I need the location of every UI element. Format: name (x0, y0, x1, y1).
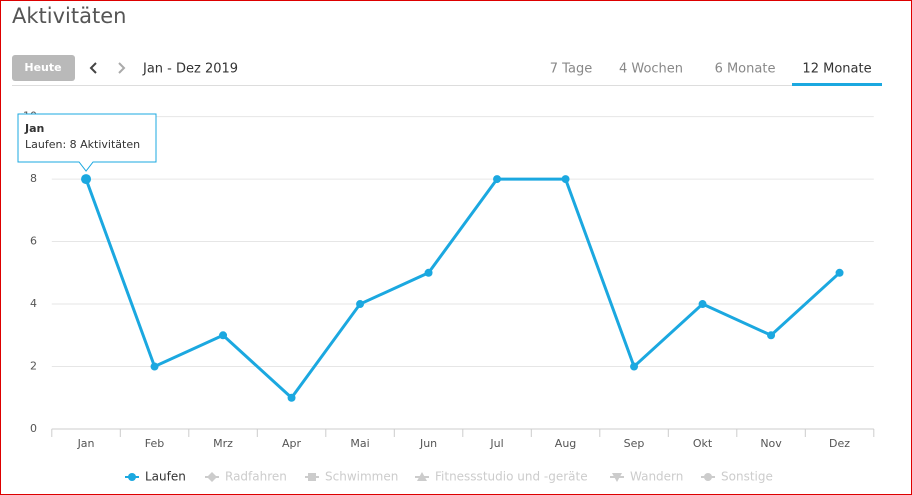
next-arrow[interactable] (118, 62, 126, 74)
data-point (835, 268, 844, 277)
data-point (287, 393, 296, 402)
data-point (424, 268, 433, 277)
legend-label[interactable]: Fitnessstudio und -geräte (435, 470, 588, 484)
y-tick-label: 4 (30, 297, 37, 310)
legend-label[interactable]: Wandern (630, 470, 683, 484)
range-tab[interactable]: 12 Monate (802, 62, 871, 77)
data-point (493, 175, 502, 184)
tooltip-title: Jan (24, 122, 44, 135)
x-tick-label: Mai (350, 437, 369, 450)
x-tick-label: Mrz (213, 437, 233, 450)
data-point (219, 331, 228, 340)
legend-marker[interactable] (612, 473, 622, 482)
range-label: Jan - Dez 2019 (142, 62, 238, 77)
legend-label[interactable]: Schwimmen (325, 470, 398, 484)
x-tick-label: Aug (555, 437, 576, 450)
page-title: Aktivitäten (12, 4, 126, 28)
active-tab-underline (792, 83, 882, 86)
prev-arrow[interactable] (89, 62, 97, 74)
x-tick-label: Feb (145, 437, 164, 450)
data-point (150, 362, 159, 371)
legend-label[interactable]: Sonstige (721, 470, 773, 484)
x-tick-label: Jun (419, 437, 437, 450)
x-tick-label: Apr (282, 437, 302, 450)
data-point (561, 175, 570, 184)
legend-marker[interactable] (207, 472, 217, 482)
y-tick-label: 6 (30, 235, 37, 248)
data-point (630, 362, 639, 371)
tooltip-box (17, 113, 157, 172)
x-tick-label: Okt (693, 437, 713, 450)
legend-marker[interactable] (704, 473, 712, 481)
legend-marker[interactable] (417, 472, 427, 481)
legend-label[interactable]: Radfahren (225, 470, 287, 484)
range-tab[interactable]: 4 Wochen (619, 62, 683, 77)
legend-marker[interactable] (308, 473, 316, 481)
x-tick-label: Jan (77, 437, 95, 450)
today-button[interactable] (12, 55, 75, 81)
y-tick-label: 8 (30, 172, 37, 185)
series-line (84, 177, 841, 400)
data-point (356, 300, 365, 309)
x-tick-label: Dez (829, 437, 850, 450)
legend-marker[interactable] (128, 473, 136, 481)
x-tick-label: Jul (489, 437, 503, 450)
legend-label[interactable]: Laufen (145, 470, 186, 484)
data-point (767, 331, 776, 340)
range-tab[interactable]: 6 Monate (715, 62, 776, 77)
x-tick-label: Nov (760, 437, 782, 450)
x-tick-label: Sep (624, 437, 645, 450)
today-button-label[interactable]: Heute (24, 61, 61, 74)
data-point (81, 174, 92, 185)
y-tick-label: 2 (30, 360, 37, 373)
y-tick-label: 0 (30, 422, 37, 435)
data-point (698, 300, 707, 309)
range-tab[interactable]: 7 Tage (550, 62, 592, 77)
tooltip-text: Laufen: 8 Aktivitäten (25, 138, 140, 151)
